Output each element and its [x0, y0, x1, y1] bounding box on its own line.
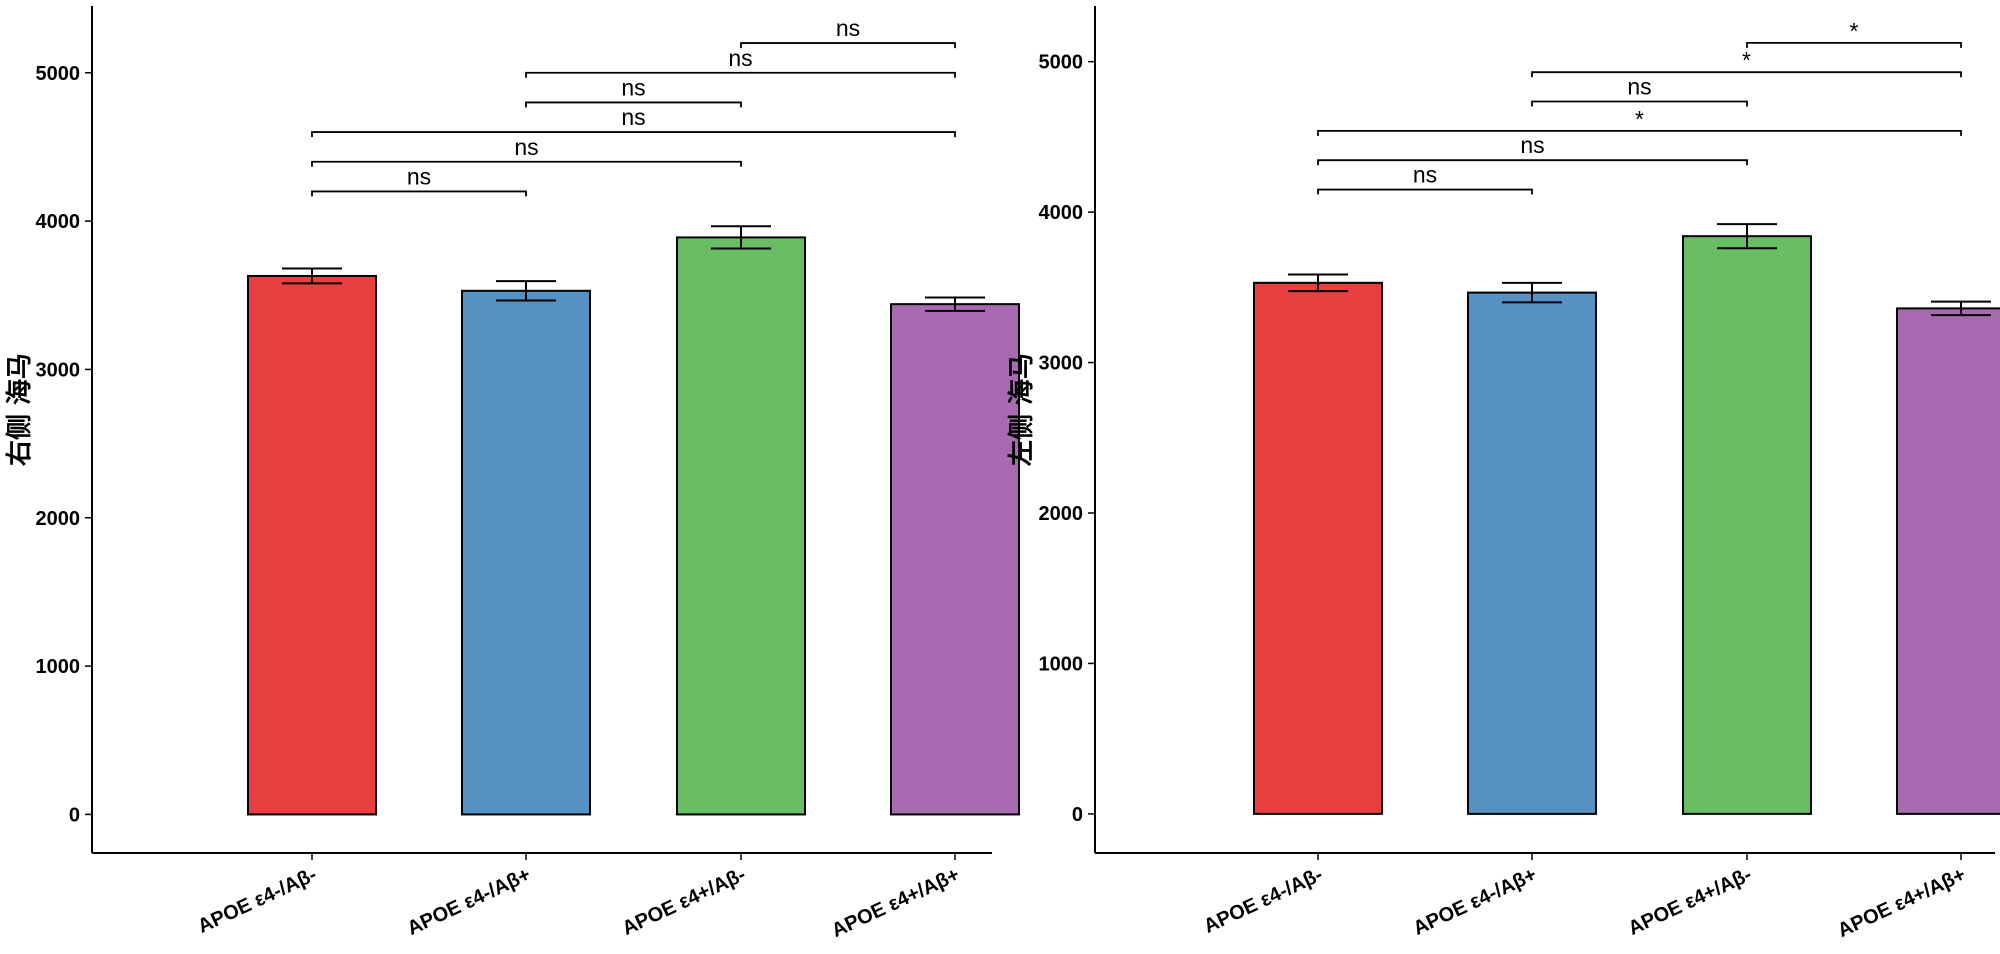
bar-1 — [1253, 281, 1383, 815]
bar-2 — [461, 289, 591, 816]
y-tick-label: 4000 — [1039, 202, 1084, 224]
significance-label: * — [1742, 47, 1751, 73]
y-tick-label: 3000 — [1039, 353, 1084, 375]
significance-label: ns — [621, 74, 645, 100]
y-tick-label: 5000 — [1039, 52, 1084, 74]
y-tick-label: 0 — [1072, 804, 1083, 826]
significance-label: ns — [407, 163, 431, 189]
significance-bracket — [1317, 159, 1748, 166]
y-axis-title: 左侧 海马 — [1007, 353, 1037, 466]
bar-4 — [1896, 307, 2000, 815]
y-axis-title: 右侧 海马 — [5, 353, 35, 466]
y-tick-label: 4000 — [36, 211, 81, 233]
bar-3 — [1682, 235, 1812, 815]
significance-label: ns — [514, 134, 538, 160]
bar-4 — [890, 303, 1020, 816]
significance-bracket — [311, 131, 956, 138]
x-tick-label: APOE ε4+/Aβ+ — [1834, 864, 1969, 942]
significance-label: ns — [836, 15, 860, 41]
significance-bracket — [1531, 71, 1962, 78]
chart-panel-left-hippocampus: 0 1000 2000 3000 4000 5000 左侧 海马 APOE ε4-/Aβ- AP… — [1007, 6, 2000, 942]
significance-bracket — [1317, 129, 1962, 136]
significance-label: ns — [1413, 162, 1437, 188]
significance-bracket — [311, 190, 527, 197]
significance-bracket — [740, 42, 956, 49]
bar-1 — [247, 274, 377, 816]
significance-label: ns — [621, 104, 645, 130]
x-tick-label: APOE ε4-/Aβ+ — [1410, 864, 1540, 940]
significance-label: ns — [1627, 74, 1651, 100]
x-tick-label: APOE ε4+/Aβ- — [1625, 864, 1755, 940]
significance-bracket — [311, 160, 742, 167]
significance-label: * — [1850, 18, 1859, 44]
x-tick-label: APOE ε4+/Aβ- — [619, 864, 749, 940]
y-tick-label: 2000 — [1039, 503, 1084, 525]
x-tick-label: APOE ε4+/Aβ+ — [828, 864, 963, 942]
x-tick-label: APOE ε4-/Aβ+ — [404, 864, 534, 940]
y-tick-label: 1000 — [36, 656, 81, 678]
significance-bracket — [1746, 41, 1962, 48]
bar-2 — [1467, 291, 1597, 815]
x-tick-label: APOE ε4-/Aβ- — [194, 864, 320, 938]
bar-3 — [676, 236, 806, 816]
significance-bracket — [525, 71, 956, 78]
x-tick-label: APOE ε4-/Aβ- — [1200, 864, 1326, 938]
chart-panel-right-hippocampus: 0 1000 2000 3000 4000 5000 右侧 海马 APOE ε4-/Aβ- AP… — [5, 6, 1020, 942]
significance-label: ns — [1520, 132, 1544, 158]
y-tick-label: 0 — [69, 804, 80, 826]
y-tick-label: 5000 — [36, 63, 81, 85]
y-tick-label: 1000 — [1039, 653, 1084, 675]
significance-bracket — [1531, 100, 1748, 107]
significance-bracket — [525, 101, 742, 108]
significance-label: ns — [728, 45, 752, 71]
y-tick-label: 2000 — [36, 508, 81, 530]
significance-label: * — [1635, 106, 1644, 132]
significance-bracket — [1317, 188, 1533, 195]
y-tick-label: 3000 — [36, 359, 81, 381]
